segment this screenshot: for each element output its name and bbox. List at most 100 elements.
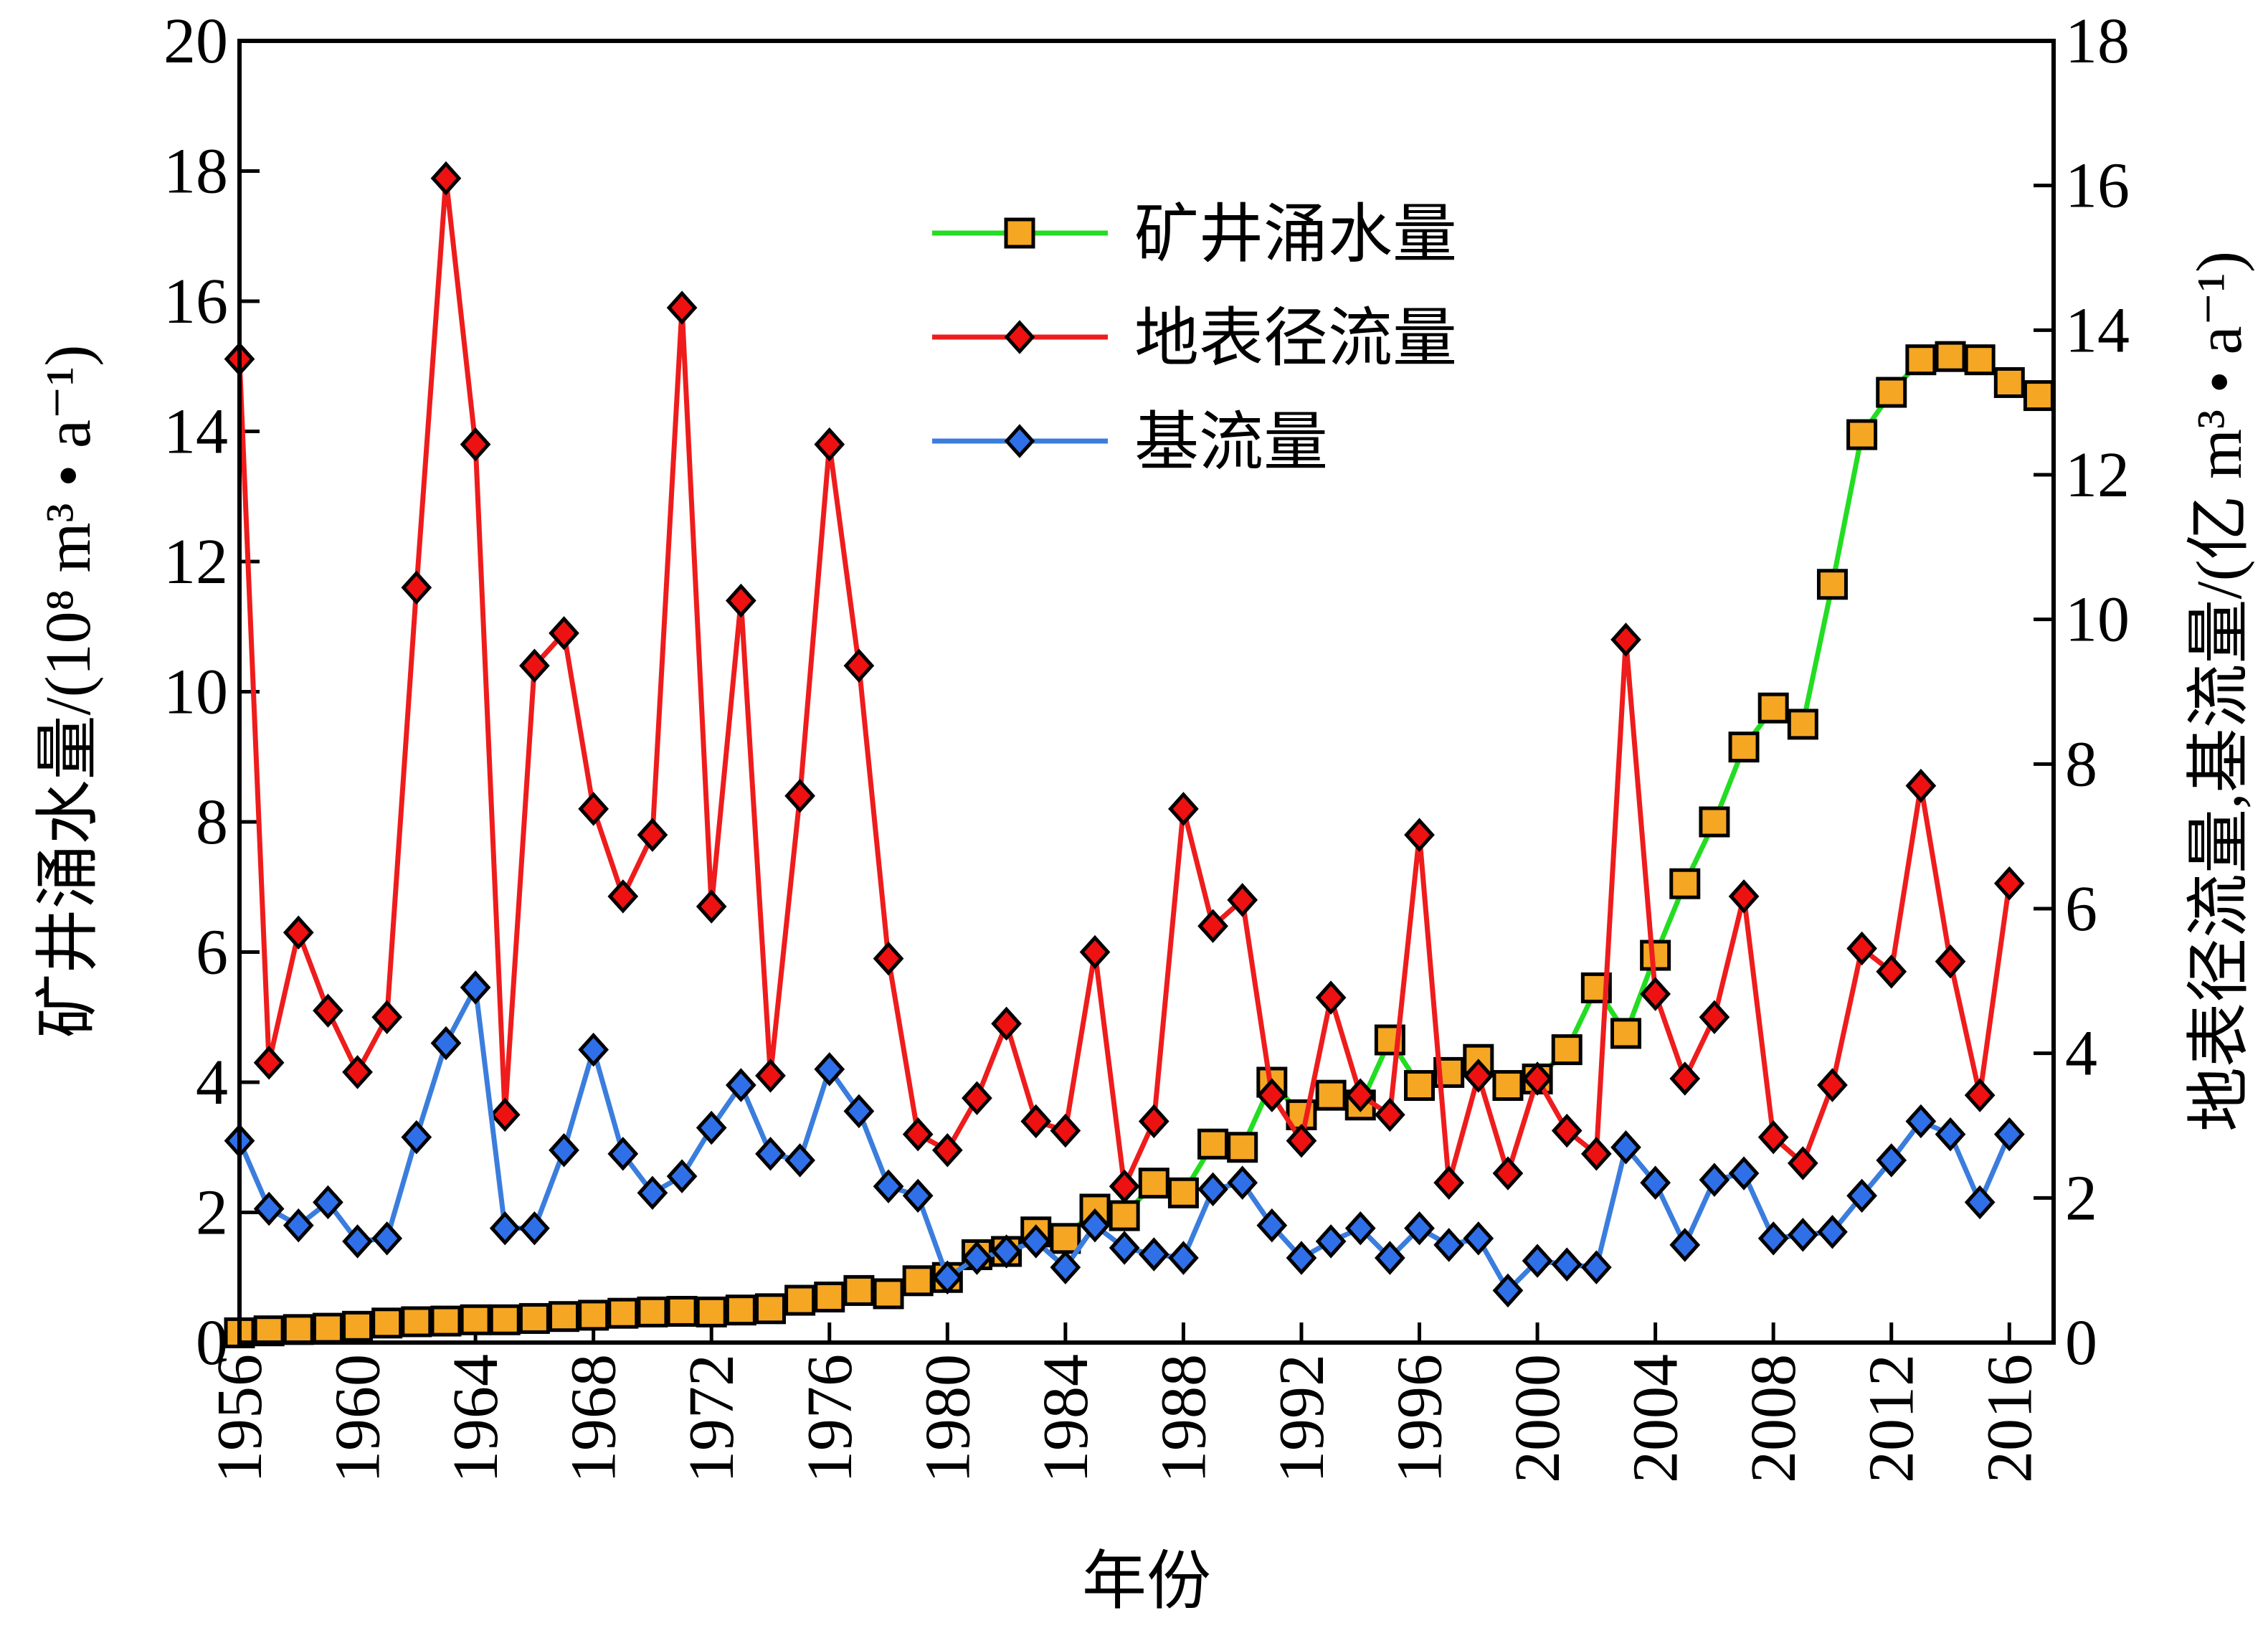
data-point xyxy=(755,1059,786,1093)
data-point xyxy=(1610,623,1641,657)
data-point xyxy=(1669,868,1701,899)
data-point xyxy=(1138,1168,1169,1199)
data-point xyxy=(1816,569,1848,600)
data-point xyxy=(991,1234,1022,1269)
data-point xyxy=(1787,1218,1818,1252)
data-point xyxy=(1935,1117,1966,1152)
data-point xyxy=(401,1120,432,1155)
data-point xyxy=(1964,1078,1996,1112)
data-point xyxy=(1020,1224,1052,1259)
data-point xyxy=(1669,1228,1701,1262)
data-point xyxy=(1846,419,1878,450)
x-tick-label: 2016 xyxy=(1974,1354,2045,1483)
data-point xyxy=(962,1081,992,1115)
y2-tick-label: 12 xyxy=(2065,440,2130,511)
data-point xyxy=(1669,1061,1701,1096)
data-point xyxy=(1138,1237,1169,1272)
y-tick-label: 14 xyxy=(163,397,228,468)
data-point xyxy=(519,1211,550,1246)
y-tick-label: 20 xyxy=(163,6,228,77)
data-point xyxy=(1463,1221,1494,1256)
x-axis-label: 年份 xyxy=(1082,1546,1211,1617)
data-point xyxy=(1640,977,1671,1011)
data-point xyxy=(1315,1079,1347,1111)
data-point xyxy=(283,1208,314,1243)
data-point xyxy=(1905,768,1937,803)
data-point xyxy=(578,1300,609,1331)
x-tick-label: 2004 xyxy=(1621,1354,1691,1483)
data-point xyxy=(1404,1211,1435,1246)
data-point xyxy=(962,1241,992,1275)
data-point xyxy=(1050,1113,1081,1148)
data-point xyxy=(784,1284,816,1316)
data-point xyxy=(1492,1070,1524,1102)
data-point xyxy=(401,1306,432,1338)
x-tick-label: 1976 xyxy=(794,1354,865,1483)
data-point xyxy=(1227,883,1258,917)
y2-axis-label: 地表径流量,基流量/(亿 m³ • a⁻¹) xyxy=(2184,251,2255,1132)
data-point xyxy=(873,941,904,976)
legend-label: 地表径流量 xyxy=(1134,303,1457,374)
data-point xyxy=(1138,1104,1169,1139)
data-point xyxy=(1522,1061,1553,1096)
data-point xyxy=(313,993,343,1028)
legend-marker xyxy=(1004,424,1035,458)
data-point xyxy=(1993,366,2025,398)
x-tick-label: 1956 xyxy=(204,1354,275,1483)
data-point xyxy=(1787,709,1818,740)
data-point xyxy=(1433,1228,1465,1262)
data-point xyxy=(843,648,875,683)
data-point xyxy=(666,1159,698,1193)
data-point xyxy=(371,1000,403,1034)
data-point xyxy=(754,1293,786,1325)
data-point xyxy=(371,1221,403,1256)
x-tick-label: 1984 xyxy=(1030,1354,1101,1483)
y-tick-label: 0 xyxy=(196,1307,228,1378)
data-point xyxy=(1905,344,1937,376)
data-point xyxy=(549,616,579,650)
data-point xyxy=(873,1278,904,1310)
data-point xyxy=(931,1133,963,1168)
data-point xyxy=(489,1097,521,1132)
data-point xyxy=(1109,1200,1140,1231)
data-point xyxy=(637,1296,668,1328)
data-point xyxy=(1375,1241,1405,1275)
data-point xyxy=(1286,1123,1317,1158)
data-point xyxy=(1256,1208,1288,1243)
data-point xyxy=(401,570,432,605)
data-point xyxy=(607,1297,639,1329)
y2-tick-label: 4 xyxy=(2065,1018,2097,1089)
data-point xyxy=(1227,1132,1258,1163)
data-point xyxy=(460,970,491,1005)
x-tick-label: 1972 xyxy=(676,1354,747,1483)
data-point xyxy=(1079,1208,1111,1243)
data-point xyxy=(1463,1059,1494,1093)
data-point xyxy=(755,1137,786,1171)
data-point xyxy=(253,1315,285,1347)
x-tick-label: 1980 xyxy=(912,1354,983,1483)
data-point xyxy=(1168,1241,1199,1275)
data-point xyxy=(1522,1244,1553,1278)
x-tick-label: 1960 xyxy=(323,1354,394,1483)
data-point xyxy=(1935,944,1966,979)
y-axis-label: 矿井涌水量/(10⁸ m³ • a⁻¹) xyxy=(33,345,104,1038)
data-point xyxy=(1050,1223,1081,1254)
x-tick-label: 1988 xyxy=(1148,1354,1219,1483)
data-point xyxy=(873,1169,904,1203)
data-point xyxy=(991,1006,1022,1041)
data-point xyxy=(1256,1078,1288,1112)
y2-tick-label: 10 xyxy=(2065,585,2130,656)
data-point xyxy=(784,778,815,813)
data-point xyxy=(312,1312,343,1344)
data-point xyxy=(342,1310,374,1342)
y-tick-label: 8 xyxy=(196,787,228,858)
data-point xyxy=(1728,1156,1760,1191)
data-point xyxy=(696,1110,727,1145)
y2-tick-label: 2 xyxy=(2065,1163,2097,1234)
data-point xyxy=(1935,341,1966,372)
data-point xyxy=(902,1265,934,1297)
y2-tick-label: 0 xyxy=(2065,1307,2097,1378)
data-point xyxy=(1757,1120,1789,1155)
data-point xyxy=(1492,1273,1524,1308)
